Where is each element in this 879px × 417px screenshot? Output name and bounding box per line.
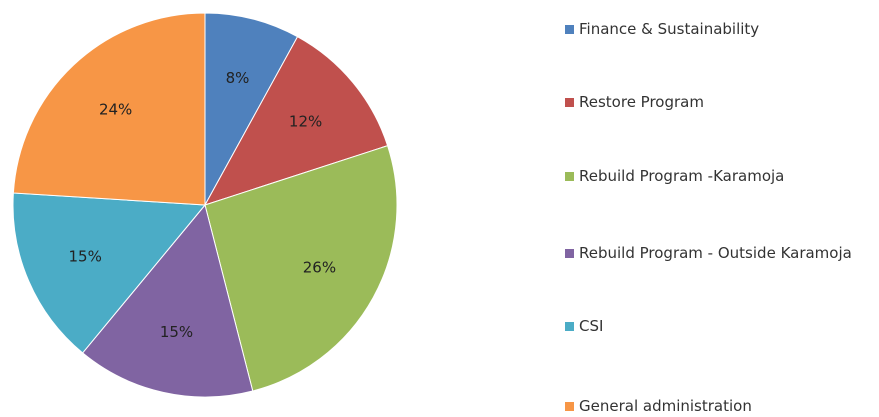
legend-swatch: [565, 322, 574, 331]
legend-item: Restore Program: [565, 91, 865, 113]
legend-label: Rebuild Program - Outside Karamoja: [579, 244, 852, 262]
pie-slice: [81, 203, 254, 398]
pie-slice: [12, 12, 206, 206]
legend-item: Rebuild Program - Outside Karamoja: [565, 242, 865, 264]
legend-label: Restore Program: [579, 93, 704, 111]
slice-label: 24%: [99, 100, 132, 118]
slice-label: 12%: [289, 112, 322, 130]
slice-label: 15%: [69, 247, 102, 265]
pie-slice: [203, 36, 389, 206]
legend-item: Finance & Sustainability: [565, 18, 865, 40]
legend-label: CSI: [579, 317, 604, 335]
legend-item: Rebuild Program -Karamoja: [565, 165, 865, 187]
legend-swatch: [565, 249, 574, 258]
legend-label: Rebuild Program -Karamoja: [579, 167, 785, 185]
pie-chart: 8% 12% 26% 15% 15% 24%: [12, 12, 398, 398]
legend-item: General administration: [565, 395, 865, 417]
legend-swatch: [565, 402, 574, 411]
slice-label: 8%: [226, 69, 250, 87]
legend-label: General administration: [579, 397, 752, 415]
slice-label: 15%: [160, 323, 193, 341]
legend-label: Finance & Sustainability: [579, 20, 760, 38]
pie-slice: [204, 145, 398, 392]
legend-swatch: [565, 172, 574, 181]
pie-slice: [12, 192, 207, 354]
slice-label: 26%: [303, 258, 336, 276]
legend-swatch: [565, 25, 574, 34]
legend-item: CSI: [565, 315, 865, 337]
pie-slice: [204, 12, 299, 206]
legend-swatch: [565, 98, 574, 107]
